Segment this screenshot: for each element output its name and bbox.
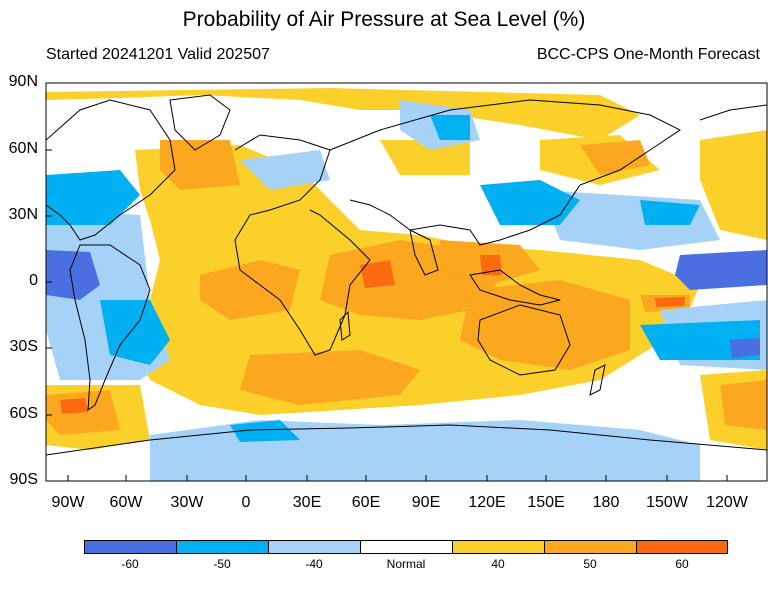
lon-label: 90E — [411, 494, 441, 511]
colorbar-swatch — [544, 540, 637, 554]
coastlines — [46, 94, 767, 456]
axis-ticks — [46, 82, 728, 482]
colorbar-swatch — [360, 540, 453, 554]
lat-label: 60S — [9, 405, 38, 422]
colorbar-label: 40 — [491, 557, 505, 571]
lat-label: 0 — [29, 272, 38, 289]
lon-label: 0 — [241, 494, 251, 511]
colorbar-swatch — [452, 540, 545, 554]
colorbar-label: -60 — [121, 557, 139, 571]
lon-label: 60W — [109, 494, 143, 511]
lon-label: 30E — [292, 494, 322, 511]
map-title: Probability of Air Pressure at Sea Level… — [182, 8, 586, 31]
colorbar-label: 60 — [675, 557, 689, 571]
lon-label: 90W — [51, 494, 85, 511]
colorbar-label: -50 — [213, 557, 231, 571]
lat-label: 90S — [9, 471, 38, 488]
forecast-dates: Started 20241201 Valid 202507 — [46, 46, 270, 63]
lon-label: 180 — [592, 494, 620, 511]
colorbar-label: -40 — [305, 557, 323, 571]
above-60-regions — [60, 255, 685, 414]
lon-label: 60E — [351, 494, 381, 511]
forecast-source: BCC-CPS One-Month Forecast — [536, 46, 760, 63]
above-50-regions — [46, 140, 767, 435]
below-60-regions — [46, 250, 767, 358]
lat-label: 30S — [9, 338, 38, 355]
lon-label: 120W — [706, 494, 748, 511]
lon-label: 150W — [646, 494, 688, 511]
colorbar-label: Normal — [386, 557, 426, 571]
lat-label: 60N — [8, 140, 38, 157]
lat-label: 30N — [8, 206, 38, 223]
colorbar-swatch — [176, 540, 269, 554]
lon-label: 30W — [170, 494, 204, 511]
lon-label: 120E — [468, 494, 506, 511]
colorbar-swatch — [268, 540, 361, 554]
colorbar-swatch — [84, 540, 177, 554]
lon-label: 150E — [527, 494, 565, 511]
below-50-regions — [46, 115, 760, 442]
colorbar-label: 50 — [583, 557, 597, 571]
lat-label: 90N — [8, 73, 38, 90]
colorbar-swatch — [636, 540, 728, 554]
